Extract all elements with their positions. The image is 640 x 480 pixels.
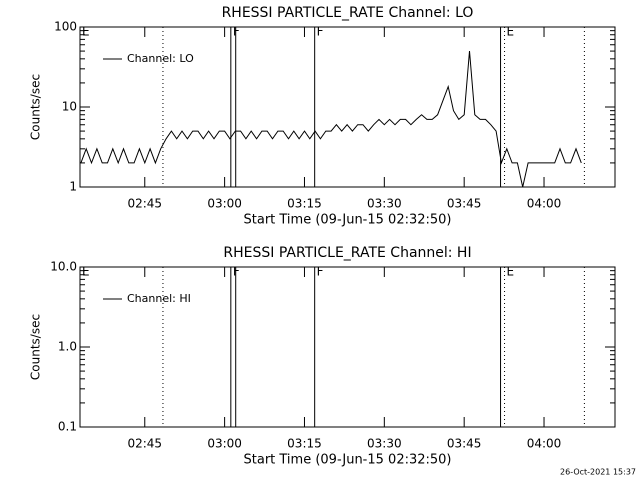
flag-label: E [82, 25, 90, 39]
x-tick-label: 02:45 [127, 197, 162, 211]
legend-label: Channel: HI [127, 292, 191, 305]
flag-label: F [317, 25, 324, 39]
flag-label: E [82, 265, 90, 279]
y-tick-label: 1.0 [58, 340, 77, 354]
x-axis-label: Start Time (09-Jun-15 02:32:50) [244, 453, 452, 468]
flag-label: E [507, 25, 515, 39]
y-tick-label: 10.0 [50, 260, 77, 274]
y-axis-label: Counts/sec [29, 74, 43, 140]
x-tick-label: 03:00 [207, 197, 242, 211]
x-axis-label: Start Time (09-Jun-15 02:32:50) [244, 213, 452, 228]
x-tick-label: 02:45 [127, 437, 162, 451]
x-tick-label: 04:00 [527, 437, 562, 451]
y-tick-label: 1 [69, 180, 77, 194]
flag-label: F [233, 265, 240, 279]
x-tick-label: 03:15 [287, 197, 322, 211]
data-line [80, 51, 582, 188]
chart-title: RHESSI PARTICLE_RATE Channel: LO [222, 5, 474, 21]
timestamp: 26-Oct-2021 15:37 [560, 468, 636, 477]
x-tick-label: 04:00 [527, 197, 562, 211]
flag-label: E [507, 265, 515, 279]
x-tick-label: 03:45 [447, 197, 482, 211]
x-tick-label: 03:30 [367, 437, 402, 451]
y-axis-label: Counts/sec [29, 314, 43, 380]
x-tick-label: 03:00 [207, 437, 242, 451]
legend-label: Channel: LO [127, 52, 194, 65]
flag-label: F [233, 25, 240, 39]
x-tick-label: 03:45 [447, 437, 482, 451]
x-tick-label: 03:30 [367, 197, 402, 211]
y-tick-label: 100 [54, 20, 77, 34]
y-tick-label: 10 [62, 100, 77, 114]
y-tick-label: 0.1 [58, 420, 77, 434]
chart-title: RHESSI PARTICLE_RATE Channel: HI [223, 245, 471, 261]
x-tick-label: 03:15 [287, 437, 322, 451]
flag-label: F [317, 265, 324, 279]
